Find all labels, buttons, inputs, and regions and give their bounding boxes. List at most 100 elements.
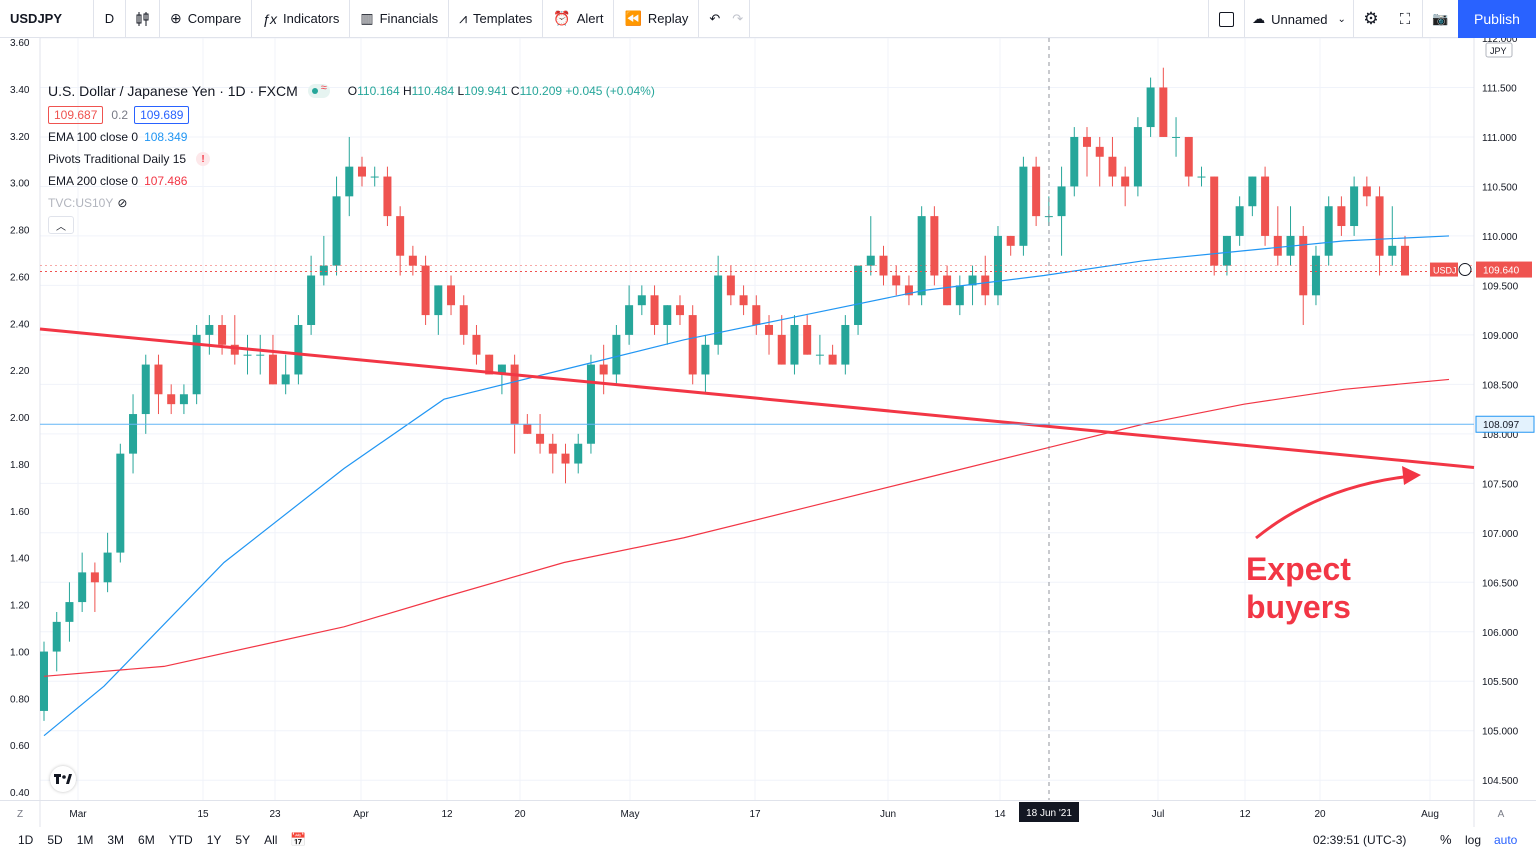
high-label: H bbox=[402, 84, 412, 98]
candle-down bbox=[904, 275, 913, 306]
redo-button[interactable]: ↷ bbox=[726, 0, 751, 38]
rewind-icon: ⏪ bbox=[624, 10, 642, 26]
sell-price-button[interactable]: 109.687 bbox=[48, 106, 104, 124]
candle-down bbox=[1362, 176, 1371, 207]
candle-body bbox=[752, 305, 761, 325]
candle-body bbox=[357, 166, 366, 177]
market-status-icon[interactable] bbox=[307, 82, 330, 98]
candle-body bbox=[1362, 186, 1371, 197]
candle-up bbox=[40, 641, 48, 721]
range-1m[interactable]: 1M bbox=[76, 833, 94, 847]
candle-down bbox=[675, 295, 684, 325]
right-tick-label: 104.500 bbox=[1482, 776, 1519, 787]
candle-down bbox=[167, 384, 176, 415]
time-tick-label: 12 bbox=[1239, 809, 1251, 820]
goto-date-icon[interactable]: 📅 bbox=[290, 832, 307, 847]
candle-body bbox=[904, 285, 913, 296]
time-axis-svg[interactable]: Z Mar 15 23 Apr 12 20 May 17 Jun 14 Jul 12 20 Aug 18 Ju… bbox=[0, 801, 1536, 827]
collapse-legend-button[interactable]: ︿ bbox=[48, 216, 74, 234]
candle-body bbox=[268, 354, 277, 385]
right-price-axis[interactable]: 112.000 111.500 111.000 110.500 110.000 109.5… bbox=[1473, 38, 1519, 800]
chart-style-button[interactable] bbox=[126, 0, 160, 38]
compare-button[interactable]: ⊕ Compare bbox=[160, 0, 253, 38]
range-1d[interactable]: 1D bbox=[18, 833, 34, 847]
templates-button[interactable]: ⩘ Templates bbox=[449, 0, 544, 38]
fullscreen-select-button[interactable] bbox=[1208, 0, 1244, 38]
series-title[interactable]: U.S. Dollar / Japanese Yen · 1D · FXCM bbox=[48, 83, 298, 99]
symbol-tag-label: USDJ bbox=[1433, 266, 1457, 276]
range-6m[interactable]: 6M bbox=[138, 833, 155, 847]
candle-up bbox=[192, 324, 201, 405]
time-axis[interactable]: Z Mar 15 23 Apr 12 20 May 17 Jun 14 Jul 12 20 Aug 18 Ju… bbox=[0, 800, 1536, 827]
candle-body bbox=[1032, 166, 1041, 217]
indicator-us10y[interactable]: TVC:US10Y ⊘ bbox=[48, 192, 655, 214]
chart-legend: U.S. Dollar / Japanese Yen · 1D · FXCM O… bbox=[48, 82, 655, 234]
indicator-pivots[interactable]: Pivots Traditional Daily 15 ! bbox=[48, 148, 655, 170]
last-price-tag bbox=[1476, 261, 1532, 278]
clock-label[interactable]: 02:39:51 (UTC-3) bbox=[1313, 833, 1407, 847]
candle-body bbox=[523, 423, 532, 434]
indicator-name: Pivots Traditional Daily 15 bbox=[48, 152, 187, 166]
scroll-right-icon: A bbox=[1498, 809, 1505, 820]
candle-body bbox=[599, 364, 608, 375]
replay-button[interactable]: ⏪ Replay bbox=[614, 0, 700, 38]
chart-grid bbox=[40, 38, 1474, 800]
range-all[interactable]: All bbox=[264, 833, 278, 847]
auto-toggle[interactable]: auto bbox=[1494, 833, 1518, 847]
low-value: 109.941 bbox=[464, 84, 508, 98]
chart-area[interactable]: 3.60 3.40 3.20 3.00 2.80 2.60 2.40 2.20 2.00 1.80… bbox=[0, 38, 1536, 800]
percent-toggle[interactable]: % bbox=[1440, 832, 1452, 847]
indicator-name: EMA 100 close 0 bbox=[48, 130, 139, 144]
date-range-selector: 1D 5D 1M 3M 6M YTD 1Y 5Y All bbox=[0, 833, 277, 847]
time-tick-label: Apr bbox=[353, 809, 369, 820]
publish-button[interactable]: Publish bbox=[1458, 0, 1536, 38]
templates-label: Templates bbox=[473, 11, 533, 26]
right-tick-label: 111.000 bbox=[1482, 133, 1517, 144]
trendline bbox=[39, 327, 1475, 469]
warning-icon[interactable]: ! bbox=[196, 152, 211, 166]
tv-logo-icon bbox=[54, 774, 72, 784]
tradingview-logo[interactable] bbox=[50, 766, 76, 792]
interval-button[interactable]: D bbox=[94, 0, 126, 38]
candle-body bbox=[968, 275, 977, 286]
candle-down bbox=[90, 562, 99, 612]
indicator-ema100[interactable]: EMA 100 close 0 108.349 bbox=[48, 126, 655, 148]
candle-up bbox=[663, 305, 672, 345]
log-toggle[interactable]: log bbox=[1465, 833, 1482, 847]
candle-body bbox=[1197, 176, 1206, 178]
alert-button[interactable]: ⏰ Alert bbox=[543, 0, 615, 38]
symbol-search-button[interactable]: USDJPY bbox=[0, 0, 94, 38]
fullscreen-button[interactable]: ⛶ bbox=[1388, 0, 1422, 38]
bid-ask-row: 109.687 0.2 109.689 bbox=[48, 104, 655, 126]
candle-down bbox=[561, 443, 570, 484]
annotation-text[interactable]: Expect buyers bbox=[1246, 550, 1351, 626]
candle-body bbox=[841, 324, 850, 365]
candle-up bbox=[1311, 245, 1320, 306]
candle-body bbox=[396, 216, 405, 256]
price-chart[interactable]: 3.60 3.40 3.20 3.00 2.80 2.60 2.40 2.20 2.00 1.80… bbox=[0, 38, 1536, 800]
range-5y[interactable]: 5Y bbox=[235, 833, 251, 847]
candle-body bbox=[879, 255, 888, 276]
candle-body bbox=[472, 334, 481, 355]
candle-body bbox=[561, 453, 570, 464]
range-1y[interactable]: 1Y bbox=[206, 833, 222, 847]
left-price-axis[interactable]: 3.60 3.40 3.20 3.00 2.80 2.60 2.40 2.20 2.00 1.80… bbox=[10, 38, 41, 800]
candle-body bbox=[1375, 196, 1384, 256]
left-tick-label: 2.80 bbox=[10, 226, 30, 237]
range-5d[interactable]: 5D bbox=[47, 833, 63, 847]
range-3m[interactable]: 3M bbox=[107, 833, 125, 847]
ohlc-values: O110.164 H110.484 L109.941 C110.209 +0.0… bbox=[348, 84, 655, 98]
indicators-button[interactable]: ƒx Indicators bbox=[252, 0, 351, 38]
candle-down bbox=[472, 324, 481, 365]
screenshot-button[interactable]: 📷 bbox=[1422, 0, 1458, 38]
candle-body bbox=[892, 275, 901, 286]
candle-up bbox=[141, 354, 150, 434]
settings-button[interactable]: ⚙ bbox=[1354, 0, 1388, 38]
buy-price-button[interactable]: 109.689 bbox=[134, 106, 190, 124]
layout-name-button[interactable]: ☁ Unnamed ⌄ bbox=[1244, 0, 1354, 38]
financials-button[interactable]: ▥ Financials bbox=[350, 0, 450, 38]
indicator-ema200[interactable]: EMA 200 close 0 107.486 bbox=[48, 170, 655, 192]
eye-hidden-icon[interactable]: ⊘ bbox=[117, 196, 128, 210]
undo-button[interactable]: ↶ bbox=[699, 0, 726, 38]
range-ytd[interactable]: YTD bbox=[168, 833, 193, 847]
